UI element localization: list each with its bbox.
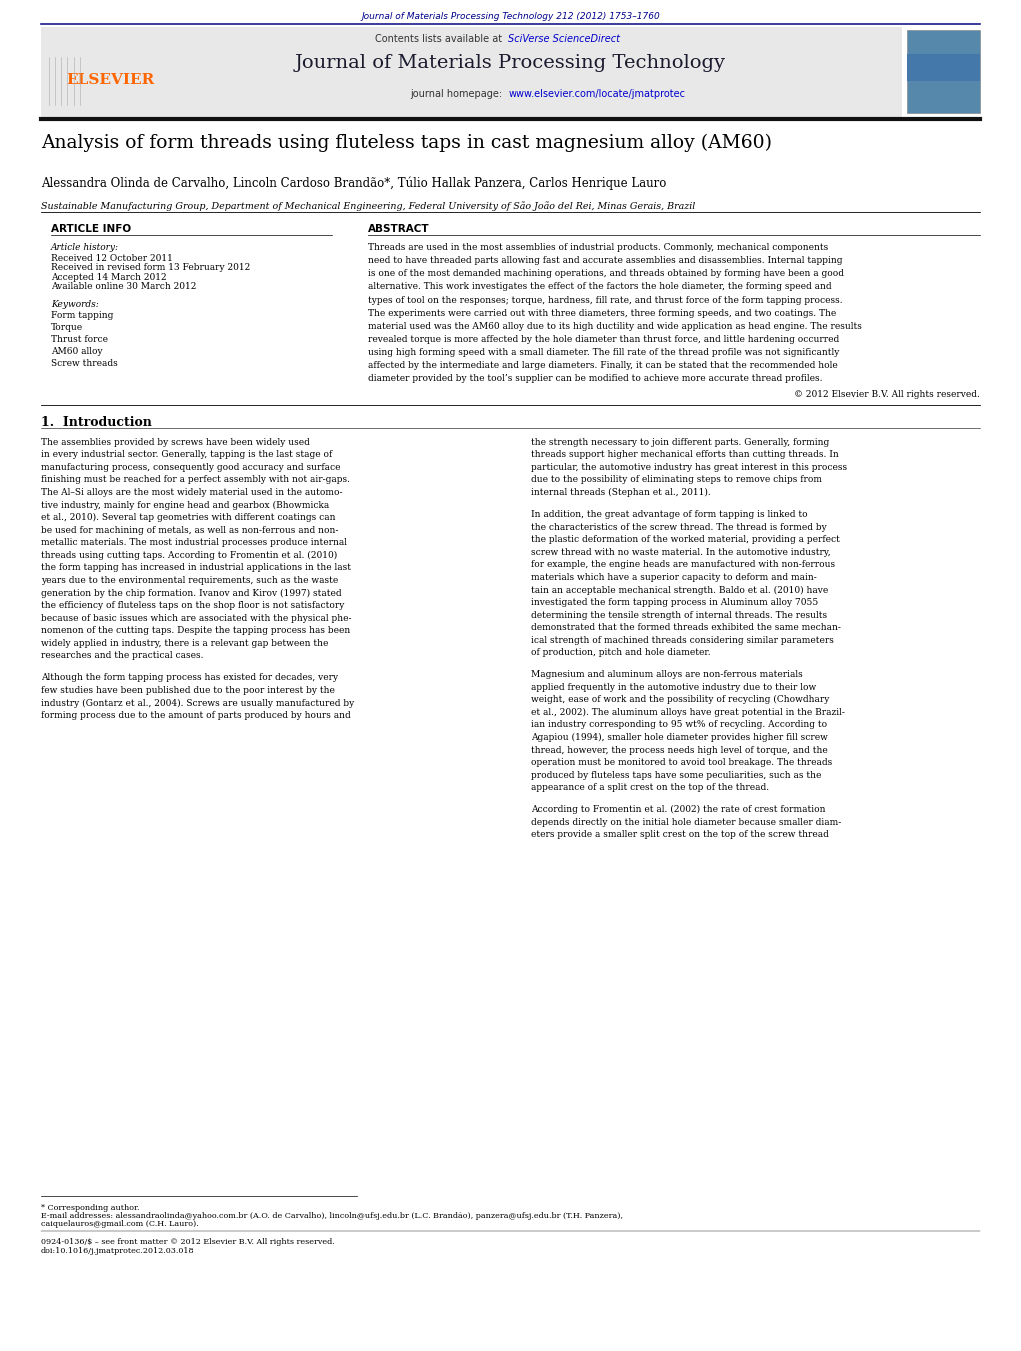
Text: ABSTRACT: ABSTRACT bbox=[368, 224, 429, 234]
Text: SciVerse ScienceDirect: SciVerse ScienceDirect bbox=[508, 34, 621, 43]
Text: alternative. This work investigates the effect of the factors the hole diameter,: alternative. This work investigates the … bbox=[368, 282, 831, 292]
Text: 1.  Introduction: 1. Introduction bbox=[41, 416, 152, 430]
Text: Torque: Torque bbox=[51, 323, 83, 332]
Text: years due to the environmental requirements, such as the waste: years due to the environmental requireme… bbox=[41, 576, 338, 585]
Bar bbox=[41, 27, 902, 119]
Text: internal threads (Stephan et al., 2011).: internal threads (Stephan et al., 2011). bbox=[531, 488, 711, 497]
Text: for example, the engine heads are manufactured with non-ferrous: for example, the engine heads are manufa… bbox=[531, 561, 835, 569]
Text: be used for machining of metals, as well as non-ferrous and non-: be used for machining of metals, as well… bbox=[41, 526, 338, 535]
Text: Thrust force: Thrust force bbox=[51, 335, 108, 345]
Text: et al., 2002). The aluminum alloys have great potential in the Brazil-: et al., 2002). The aluminum alloys have … bbox=[531, 708, 844, 717]
Text: Available online 30 March 2012: Available online 30 March 2012 bbox=[51, 282, 196, 292]
Text: tain an acceptable mechanical strength. Baldo et al. (2010) have: tain an acceptable mechanical strength. … bbox=[531, 585, 828, 594]
Text: Alessandra Olinda de Carvalho, Lincoln Cardoso Brandão*, Túlio Hallak Panzera, C: Alessandra Olinda de Carvalho, Lincoln C… bbox=[41, 177, 667, 190]
Text: Although the form tapping process has existed for decades, very: Although the form tapping process has ex… bbox=[41, 673, 338, 682]
Text: Magnesium and aluminum alloys are non-ferrous materials: Magnesium and aluminum alloys are non-fe… bbox=[531, 670, 803, 680]
Text: forming process due to the amount of parts produced by hours and: forming process due to the amount of par… bbox=[41, 711, 350, 720]
Text: eters provide a smaller split crest on the top of the screw thread: eters provide a smaller split crest on t… bbox=[531, 831, 829, 839]
Text: weight, ease of work and the possibility of recycling (Chowdhary: weight, ease of work and the possibility… bbox=[531, 696, 829, 704]
Text: in every industrial sector. Generally, tapping is the last stage of: in every industrial sector. Generally, t… bbox=[41, 450, 332, 459]
Text: due to the possibility of eliminating steps to remove chips from: due to the possibility of eliminating st… bbox=[531, 476, 822, 485]
Text: Received 12 October 2011: Received 12 October 2011 bbox=[51, 254, 173, 263]
Text: investigated the form tapping process in Aluminum alloy 7055: investigated the form tapping process in… bbox=[531, 598, 818, 607]
Text: threads using cutting taps. According to Fromentin et al. (2010): threads using cutting taps. According to… bbox=[41, 551, 337, 559]
Text: few studies have been published due to the poor interest by the: few studies have been published due to t… bbox=[41, 686, 335, 694]
Text: applied frequently in the automotive industry due to their low: applied frequently in the automotive ind… bbox=[531, 682, 816, 692]
Text: the strength necessary to join different parts. Generally, forming: the strength necessary to join different… bbox=[531, 438, 829, 447]
Text: Analysis of form threads using fluteless taps in cast magnesium alloy (AM60): Analysis of form threads using fluteless… bbox=[41, 134, 772, 153]
Text: ELSEVIER: ELSEVIER bbox=[66, 73, 154, 86]
Text: ARTICLE INFO: ARTICLE INFO bbox=[51, 224, 131, 234]
Text: affected by the intermediate and large diameters. Finally, it can be stated that: affected by the intermediate and large d… bbox=[368, 361, 837, 370]
Text: Journal of Materials Processing Technology 212 (2012) 1753–1760: Journal of Materials Processing Technolo… bbox=[361, 12, 660, 22]
Text: material used was the AM60 alloy due to its high ductility and wide application : material used was the AM60 alloy due to … bbox=[368, 322, 862, 331]
Text: journal homepage:: journal homepage: bbox=[410, 89, 505, 99]
Text: demonstrated that the formed threads exhibited the same mechan-: demonstrated that the formed threads exh… bbox=[531, 623, 841, 632]
Text: Journal of Materials Processing Technology: Journal of Materials Processing Technolo… bbox=[295, 54, 726, 72]
Text: 0924-0136/$ – see front matter © 2012 Elsevier B.V. All rights reserved.: 0924-0136/$ – see front matter © 2012 El… bbox=[41, 1238, 335, 1246]
Text: because of basic issues which are associated with the physical phe-: because of basic issues which are associ… bbox=[41, 613, 351, 623]
Text: Accepted 14 March 2012: Accepted 14 March 2012 bbox=[51, 273, 166, 282]
Text: Sustainable Manufacturing Group, Department of Mechanical Engineering, Federal U: Sustainable Manufacturing Group, Departm… bbox=[41, 201, 695, 211]
Text: Threads are used in the most assemblies of industrial products. Commonly, mechan: Threads are used in the most assemblies … bbox=[368, 243, 828, 253]
Text: Agapiou (1994), smaller hole diameter provides higher fill screw: Agapiou (1994), smaller hole diameter pr… bbox=[531, 734, 828, 742]
Text: Article history:: Article history: bbox=[51, 243, 119, 253]
Text: threads support higher mechanical efforts than cutting threads. In: threads support higher mechanical effort… bbox=[531, 450, 838, 459]
Text: screw thread with no waste material. In the automotive industry,: screw thread with no waste material. In … bbox=[531, 547, 830, 557]
Text: widely applied in industry, there is a relevant gap between the: widely applied in industry, there is a r… bbox=[41, 639, 328, 647]
Text: using high forming speed with a small diameter. The fill rate of the thread prof: using high forming speed with a small di… bbox=[368, 349, 839, 357]
Text: tive industry, mainly for engine head and gearbox (Bhowmicka: tive industry, mainly for engine head an… bbox=[41, 500, 329, 509]
Text: materials which have a superior capacity to deform and main-: materials which have a superior capacity… bbox=[531, 573, 817, 582]
Text: the form tapping has increased in industrial applications in the last: the form tapping has increased in indust… bbox=[41, 563, 351, 573]
Text: www.elsevier.com/locate/jmatprotec: www.elsevier.com/locate/jmatprotec bbox=[508, 89, 685, 99]
Text: Form tapping: Form tapping bbox=[51, 311, 113, 320]
Text: Keywords:: Keywords: bbox=[51, 300, 99, 309]
Text: ical strength of machined threads considering similar parameters: ical strength of machined threads consid… bbox=[531, 635, 834, 644]
Text: * Corresponding author.: * Corresponding author. bbox=[41, 1204, 139, 1212]
Text: the plastic deformation of the worked material, providing a perfect: the plastic deformation of the worked ma… bbox=[531, 535, 840, 544]
Text: appearance of a split crest on the top of the thread.: appearance of a split crest on the top o… bbox=[531, 784, 769, 792]
Text: the efficiency of fluteless taps on the shop floor is not satisfactory: the efficiency of fluteless taps on the … bbox=[41, 601, 344, 611]
Text: industry (Gontarz et al., 2004). Screws are usually manufactured by: industry (Gontarz et al., 2004). Screws … bbox=[41, 698, 354, 708]
Text: AM60 alloy: AM60 alloy bbox=[51, 347, 103, 357]
Text: doi:10.1016/j.jmatprotec.2012.03.018: doi:10.1016/j.jmatprotec.2012.03.018 bbox=[41, 1247, 194, 1255]
Text: © 2012 Elsevier B.V. All rights reserved.: © 2012 Elsevier B.V. All rights reserved… bbox=[794, 390, 980, 400]
Text: According to Fromentin et al. (2002) the rate of crest formation: According to Fromentin et al. (2002) the… bbox=[531, 805, 825, 815]
Text: particular, the automotive industry has great interest in this process: particular, the automotive industry has … bbox=[531, 463, 847, 471]
Text: operation must be monitored to avoid tool breakage. The threads: operation must be monitored to avoid too… bbox=[531, 758, 832, 767]
Text: manufacturing process, consequently good accuracy and surface: manufacturing process, consequently good… bbox=[41, 463, 340, 471]
Text: determining the tensile strength of internal threads. The results: determining the tensile strength of inte… bbox=[531, 611, 827, 620]
Text: produced by fluteless taps have some peculiarities, such as the: produced by fluteless taps have some pec… bbox=[531, 770, 821, 780]
Text: types of tool on the responses; torque, hardness, fill rate, and thrust force of: types of tool on the responses; torque, … bbox=[368, 296, 842, 304]
Text: revealed torque is more affected by the hole diameter than thrust force, and lit: revealed torque is more affected by the … bbox=[368, 335, 839, 345]
Text: Contents lists available at: Contents lists available at bbox=[375, 34, 505, 43]
Text: caiquelauros@gmail.com (C.H. Lauro).: caiquelauros@gmail.com (C.H. Lauro). bbox=[41, 1220, 199, 1228]
Text: Screw threads: Screw threads bbox=[51, 359, 117, 369]
Text: The Al–Si alloys are the most widely material used in the automo-: The Al–Si alloys are the most widely mat… bbox=[41, 488, 342, 497]
Text: researches and the practical cases.: researches and the practical cases. bbox=[41, 651, 203, 661]
Text: diameter provided by the tool’s supplier can be modified to achieve more accurat: diameter provided by the tool’s supplier… bbox=[368, 374, 822, 384]
Text: need to have threaded parts allowing fast and accurate assemblies and disassembl: need to have threaded parts allowing fas… bbox=[368, 257, 842, 265]
Text: finishing must be reached for a perfect assembly with not air-gaps.: finishing must be reached for a perfect … bbox=[41, 476, 350, 485]
Text: nomenon of the cutting taps. Despite the tapping process has been: nomenon of the cutting taps. Despite the… bbox=[41, 626, 350, 635]
Text: depends directly on the initial hole diameter because smaller diam-: depends directly on the initial hole dia… bbox=[531, 817, 841, 827]
Text: of production, pitch and hole diameter.: of production, pitch and hole diameter. bbox=[531, 648, 711, 657]
Text: the characteristics of the screw thread. The thread is formed by: the characteristics of the screw thread.… bbox=[531, 523, 827, 531]
Bar bbox=[907, 54, 980, 81]
Text: thread, however, the process needs high level of torque, and the: thread, however, the process needs high … bbox=[531, 746, 828, 755]
Text: The assemblies provided by screws have been widely used: The assemblies provided by screws have b… bbox=[41, 438, 309, 447]
Text: is one of the most demanded machining operations, and threads obtained by formin: is one of the most demanded machining op… bbox=[368, 269, 843, 278]
Bar bbox=[907, 30, 980, 113]
Text: E-mail addresses: alessandraolinda@yahoo.com.br (A.O. de Carvalho), lincoln@ufsj: E-mail addresses: alessandraolinda@yahoo… bbox=[41, 1212, 623, 1220]
Text: ian industry corresponding to 95 wt% of recycling. According to: ian industry corresponding to 95 wt% of … bbox=[531, 720, 827, 730]
Text: The experiments were carried out with three diameters, three forming speeds, and: The experiments were carried out with th… bbox=[368, 309, 836, 317]
Text: Received in revised form 13 February 2012: Received in revised form 13 February 201… bbox=[51, 263, 250, 273]
Text: In addition, the great advantage of form tapping is linked to: In addition, the great advantage of form… bbox=[531, 509, 808, 519]
Text: et al., 2010). Several tap geometries with different coatings can: et al., 2010). Several tap geometries wi… bbox=[41, 513, 335, 523]
Text: metallic materials. The most industrial processes produce internal: metallic materials. The most industrial … bbox=[41, 538, 347, 547]
Text: generation by the chip formation. Ivanov and Kirov (1997) stated: generation by the chip formation. Ivanov… bbox=[41, 589, 341, 597]
